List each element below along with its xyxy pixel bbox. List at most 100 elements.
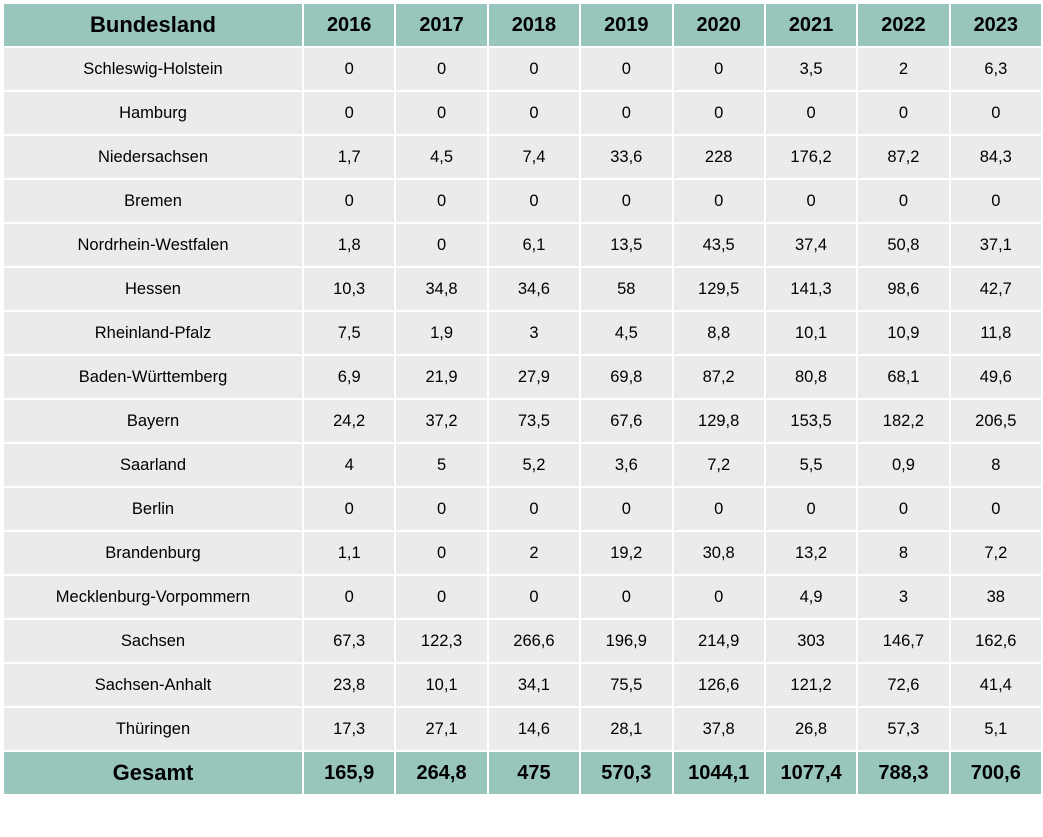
- value-cell: 11,8: [948, 310, 1043, 356]
- value-cell: 69,8: [579, 354, 674, 400]
- value-cell: 0: [579, 178, 674, 224]
- table-row: Berlin 0 0 0 0 0 0 0 0: [2, 486, 1043, 532]
- value-cell: 33,6: [579, 134, 674, 180]
- value-cell: 0: [579, 486, 674, 532]
- total-value-cell: 788,3: [856, 750, 951, 796]
- value-cell: 0: [856, 178, 951, 224]
- value-cell: 67,6: [579, 398, 674, 444]
- value-cell: 87,2: [671, 354, 766, 400]
- state-name-cell: Sachsen: [2, 618, 304, 664]
- value-cell: 0: [671, 90, 766, 136]
- value-cell: 5: [394, 442, 489, 488]
- state-name-cell: Sachsen-Anhalt: [2, 662, 304, 708]
- value-cell: 7,2: [671, 442, 766, 488]
- value-cell: 5,1: [948, 706, 1043, 752]
- value-cell: 6,9: [301, 354, 397, 400]
- table-row: Niedersachsen 1,7 4,5 7,4 33,6 228 176,2 87,2 84…: [2, 134, 1043, 180]
- value-cell: 24,2: [301, 398, 397, 444]
- value-cell: 1,7: [301, 134, 397, 180]
- state-name-cell: Bremen: [2, 178, 304, 224]
- value-cell: 23,8: [301, 662, 397, 708]
- table-header: Bundesland 2016 2017 2018 2019 2020 2021 2022 20…: [2, 2, 1043, 48]
- value-cell: 162,6: [948, 618, 1043, 664]
- value-cell: 37,1: [948, 222, 1043, 268]
- value-cell: 0: [394, 178, 489, 224]
- state-name-cell: Bayern: [2, 398, 304, 444]
- table-row: Nordrhein-Westfalen 1,8 0 6,1 13,5 43,5 37,4 50…: [2, 222, 1043, 268]
- value-cell: 2: [856, 46, 951, 92]
- total-label-cell: Gesamt: [2, 750, 304, 796]
- value-cell: 43,5: [671, 222, 766, 268]
- value-cell: 0: [579, 46, 674, 92]
- total-row: Gesamt 165,9 264,8 475 570,3 1044,1 1077,4 788,…: [2, 750, 1043, 796]
- value-cell: 228: [671, 134, 766, 180]
- table-row: Sachsen-Anhalt 23,8 10,1 34,1 75,5 126,6 121,2…: [2, 662, 1043, 708]
- value-cell: 0: [301, 90, 397, 136]
- value-cell: 182,2: [856, 398, 951, 444]
- value-cell: 80,8: [763, 354, 859, 400]
- data-table: Bundesland 2016 2017 2018 2019 2020 2021 2022 20…: [2, 2, 1043, 796]
- value-cell: 0: [763, 486, 859, 532]
- value-cell: 10,9: [856, 310, 951, 356]
- value-cell: 0,9: [856, 442, 951, 488]
- value-cell: 13,2: [763, 530, 859, 576]
- value-cell: 67,3: [301, 618, 397, 664]
- total-value-cell: 1044,1: [671, 750, 766, 796]
- value-cell: 303: [763, 618, 859, 664]
- value-cell: 27,9: [486, 354, 582, 400]
- table-row: Mecklenburg-Vorpommern 0 0 0 0 0 4,9 3 38: [2, 574, 1043, 620]
- value-cell: 0: [301, 574, 397, 620]
- value-cell: 4,5: [394, 134, 489, 180]
- value-cell: 37,8: [671, 706, 766, 752]
- state-name-cell: Niedersachsen: [2, 134, 304, 180]
- value-cell: 37,4: [763, 222, 859, 268]
- value-cell: 21,9: [394, 354, 489, 400]
- value-cell: 0: [486, 90, 582, 136]
- value-cell: 0: [486, 486, 582, 532]
- table-row: Baden-Württemberg 6,9 21,9 27,9 69,8 87,2 80,8…: [2, 354, 1043, 400]
- value-cell: 0: [856, 486, 951, 532]
- value-cell: 0: [394, 486, 489, 532]
- value-cell: 0: [394, 222, 489, 268]
- value-cell: 8: [856, 530, 951, 576]
- column-header-year: 2020: [671, 2, 766, 48]
- value-cell: 4,9: [763, 574, 859, 620]
- value-cell: 41,4: [948, 662, 1043, 708]
- value-cell: 19,2: [579, 530, 674, 576]
- column-header-year: 2022: [856, 2, 951, 48]
- value-cell: 176,2: [763, 134, 859, 180]
- value-cell: 27,1: [394, 706, 489, 752]
- value-cell: 38: [948, 574, 1043, 620]
- state-name-cell: Schleswig-Holstein: [2, 46, 304, 92]
- value-cell: 0: [486, 178, 582, 224]
- value-cell: 34,6: [486, 266, 582, 312]
- value-cell: 13,5: [579, 222, 674, 268]
- state-name-cell: Berlin: [2, 486, 304, 532]
- value-cell: 49,6: [948, 354, 1043, 400]
- value-cell: 0: [948, 90, 1043, 136]
- header-row: Bundesland 2016 2017 2018 2019 2020 2021 2022 20…: [2, 2, 1043, 48]
- column-header-year: 2021: [763, 2, 859, 48]
- value-cell: 0: [671, 574, 766, 620]
- value-cell: 129,5: [671, 266, 766, 312]
- value-cell: 73,5: [486, 398, 582, 444]
- value-cell: 1,9: [394, 310, 489, 356]
- value-cell: 0: [486, 46, 582, 92]
- table-row: Schleswig-Holstein 0 0 0 0 0 3,5 2 6,3: [2, 46, 1043, 92]
- total-value-cell: 570,3: [579, 750, 674, 796]
- value-cell: 0: [301, 46, 397, 92]
- value-cell: 7,5: [301, 310, 397, 356]
- table-footer: Gesamt 165,9 264,8 475 570,3 1044,1 1077,4 788,…: [2, 750, 1043, 796]
- value-cell: 0: [301, 486, 397, 532]
- value-cell: 42,7: [948, 266, 1043, 312]
- value-cell: 8: [948, 442, 1043, 488]
- state-name-cell: Hessen: [2, 266, 304, 312]
- total-value-cell: 165,9: [301, 750, 397, 796]
- state-name-cell: Nordrhein-Westfalen: [2, 222, 304, 268]
- value-cell: 37,2: [394, 398, 489, 444]
- value-cell: 10,3: [301, 266, 397, 312]
- value-cell: 8,8: [671, 310, 766, 356]
- table-row: Bayern 24,2 37,2 73,5 67,6 129,8 153,5 182,2 206…: [2, 398, 1043, 444]
- value-cell: 1,8: [301, 222, 397, 268]
- value-cell: 17,3: [301, 706, 397, 752]
